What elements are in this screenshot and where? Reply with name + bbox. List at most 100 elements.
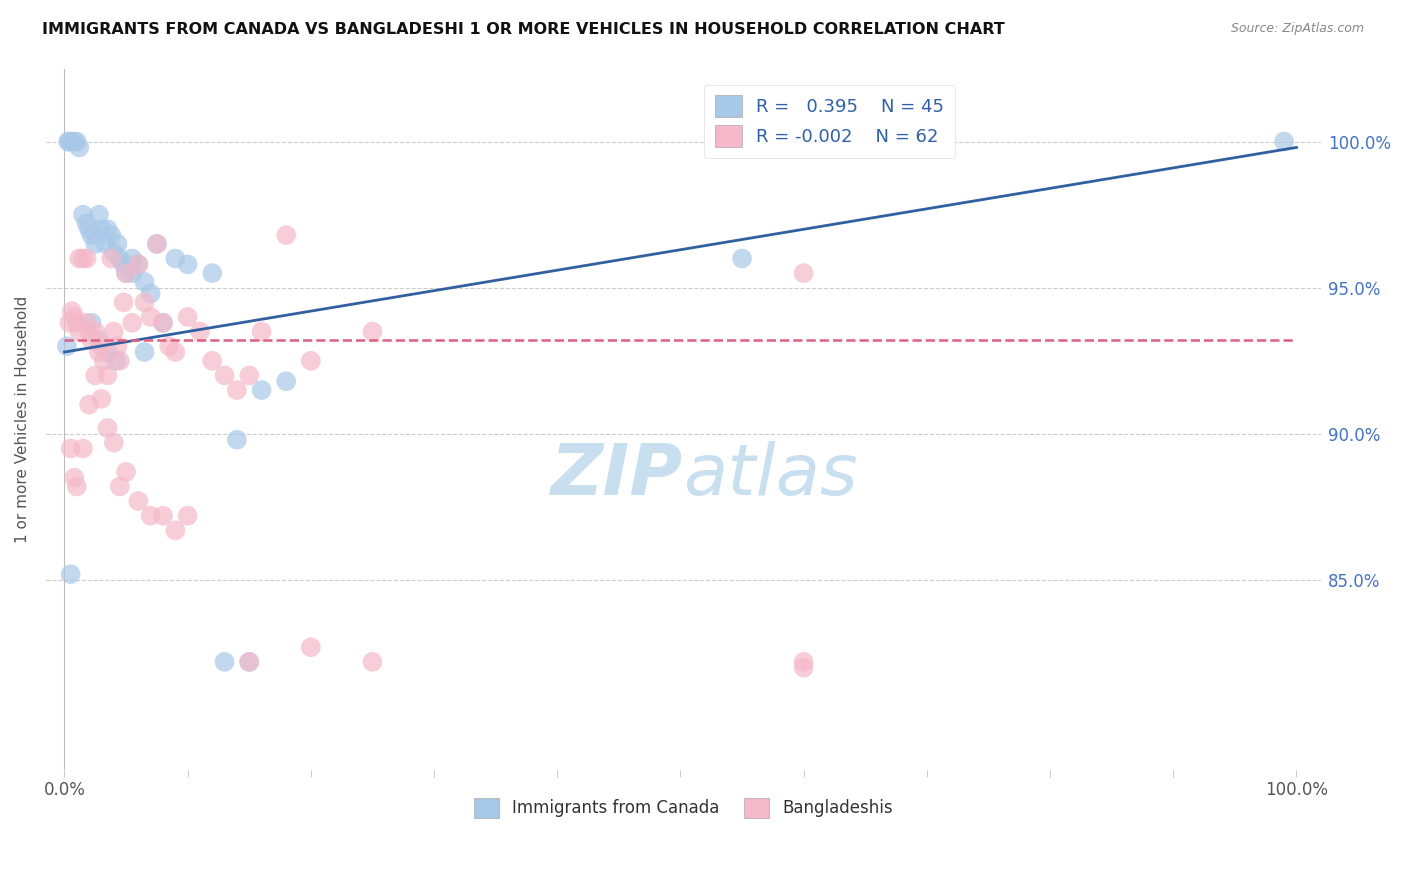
Point bbox=[80, 316, 103, 330]
Point bbox=[100, 252, 122, 266]
Point bbox=[201, 266, 224, 280]
Point bbox=[115, 465, 138, 479]
Point bbox=[134, 275, 156, 289]
Point bbox=[165, 252, 187, 266]
Point bbox=[108, 252, 131, 266]
Point bbox=[1272, 135, 1295, 149]
Legend: Immigrants from Canada, Bangladeshis: Immigrants from Canada, Bangladeshis bbox=[467, 791, 900, 825]
Point bbox=[108, 353, 131, 368]
Point bbox=[139, 508, 162, 523]
Point bbox=[87, 345, 110, 359]
Point bbox=[93, 353, 115, 368]
Point bbox=[201, 353, 224, 368]
Point bbox=[105, 353, 128, 368]
Point bbox=[76, 316, 98, 330]
Point bbox=[157, 339, 180, 353]
Point bbox=[59, 567, 82, 582]
Point bbox=[115, 266, 138, 280]
Point bbox=[139, 286, 162, 301]
Point bbox=[59, 135, 82, 149]
Point bbox=[66, 479, 89, 493]
Point bbox=[146, 236, 169, 251]
Text: IMMIGRANTS FROM CANADA VS BANGLADESHI 1 OR MORE VEHICLES IN HOUSEHOLD CORRELATIO: IMMIGRANTS FROM CANADA VS BANGLADESHI 1 … bbox=[42, 22, 1005, 37]
Point bbox=[67, 325, 90, 339]
Point bbox=[127, 257, 149, 271]
Point bbox=[238, 655, 260, 669]
Point bbox=[139, 310, 162, 324]
Point bbox=[127, 257, 149, 271]
Point bbox=[134, 345, 156, 359]
Point bbox=[176, 310, 198, 324]
Point bbox=[112, 295, 135, 310]
Point bbox=[60, 304, 83, 318]
Point bbox=[108, 479, 131, 493]
Point bbox=[84, 236, 107, 251]
Point bbox=[250, 325, 273, 339]
Text: atlas: atlas bbox=[683, 441, 858, 510]
Point bbox=[361, 325, 384, 339]
Point bbox=[226, 383, 249, 397]
Point bbox=[77, 325, 100, 339]
Point bbox=[84, 325, 107, 339]
Point bbox=[152, 508, 174, 523]
Point bbox=[152, 316, 174, 330]
Point bbox=[66, 135, 89, 149]
Point bbox=[361, 655, 384, 669]
Point bbox=[56, 135, 79, 149]
Point bbox=[214, 655, 236, 669]
Point bbox=[97, 222, 120, 236]
Point bbox=[58, 135, 80, 149]
Point bbox=[276, 374, 298, 388]
Point bbox=[97, 368, 120, 383]
Point bbox=[63, 471, 86, 485]
Point bbox=[121, 316, 143, 330]
Point bbox=[188, 325, 211, 339]
Point bbox=[103, 435, 125, 450]
Point bbox=[165, 345, 187, 359]
Point bbox=[250, 383, 273, 397]
Point bbox=[107, 339, 129, 353]
Point bbox=[87, 208, 110, 222]
Point bbox=[793, 266, 815, 280]
Point bbox=[67, 252, 90, 266]
Point bbox=[90, 339, 112, 353]
Point bbox=[103, 245, 125, 260]
Text: Source: ZipAtlas.com: Source: ZipAtlas.com bbox=[1230, 22, 1364, 36]
Point bbox=[100, 228, 122, 243]
Point bbox=[84, 368, 107, 383]
Point bbox=[87, 334, 110, 348]
Point bbox=[97, 421, 120, 435]
Point bbox=[72, 208, 94, 222]
Y-axis label: 1 or more Vehicles in Household: 1 or more Vehicles in Household bbox=[15, 295, 30, 543]
Point bbox=[299, 353, 322, 368]
Point bbox=[276, 228, 298, 243]
Point bbox=[112, 257, 135, 271]
Point bbox=[121, 266, 143, 280]
Point bbox=[107, 236, 129, 251]
Point bbox=[226, 433, 249, 447]
Point bbox=[80, 228, 103, 243]
Point bbox=[127, 494, 149, 508]
Point bbox=[63, 135, 86, 149]
Point bbox=[103, 325, 125, 339]
Point bbox=[72, 252, 94, 266]
Point bbox=[176, 257, 198, 271]
Point bbox=[56, 339, 79, 353]
Point bbox=[121, 252, 143, 266]
Point bbox=[90, 222, 112, 236]
Point bbox=[72, 442, 94, 456]
Point bbox=[165, 524, 187, 538]
Point bbox=[176, 508, 198, 523]
Point bbox=[152, 316, 174, 330]
Point bbox=[67, 140, 90, 154]
Point bbox=[77, 222, 100, 236]
Point bbox=[238, 655, 260, 669]
Point bbox=[793, 661, 815, 675]
Point bbox=[793, 655, 815, 669]
Point bbox=[59, 442, 82, 456]
Point bbox=[80, 334, 103, 348]
Point bbox=[134, 295, 156, 310]
Point bbox=[90, 392, 112, 406]
Point bbox=[214, 368, 236, 383]
Text: ZIP: ZIP bbox=[551, 441, 683, 510]
